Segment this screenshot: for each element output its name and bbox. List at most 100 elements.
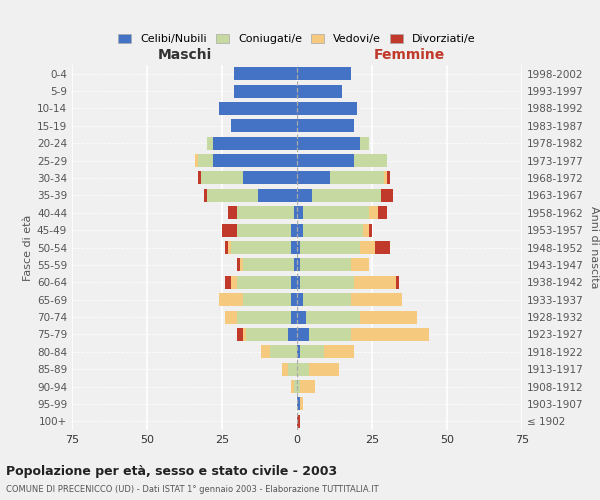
Bar xyxy=(375,241,390,254)
Bar xyxy=(243,258,294,272)
Bar xyxy=(294,206,297,220)
Bar xyxy=(207,189,258,202)
Bar xyxy=(237,276,291,289)
Bar xyxy=(294,258,297,272)
Bar xyxy=(387,172,390,184)
Bar xyxy=(363,224,369,236)
Bar xyxy=(231,241,291,254)
Bar xyxy=(288,362,297,376)
Bar xyxy=(351,258,369,272)
Bar xyxy=(297,120,354,132)
Bar xyxy=(354,154,387,167)
Bar xyxy=(291,380,294,393)
Bar xyxy=(294,380,297,393)
Bar xyxy=(306,310,360,324)
Bar xyxy=(198,154,213,167)
Bar xyxy=(330,172,384,184)
Bar xyxy=(204,189,207,202)
Bar xyxy=(369,206,378,220)
Bar xyxy=(297,276,300,289)
Bar xyxy=(243,172,297,184)
Bar xyxy=(297,136,360,149)
Bar xyxy=(225,241,228,254)
Bar xyxy=(243,328,246,341)
Bar xyxy=(258,189,297,202)
Bar xyxy=(297,328,309,341)
Bar xyxy=(234,84,297,98)
Bar xyxy=(291,241,297,254)
Bar xyxy=(303,206,369,220)
Bar xyxy=(300,380,315,393)
Bar xyxy=(297,398,300,410)
Bar xyxy=(300,346,324,358)
Bar xyxy=(297,362,309,376)
Bar xyxy=(225,310,237,324)
Bar xyxy=(300,276,354,289)
Bar xyxy=(291,293,297,306)
Bar xyxy=(231,276,237,289)
Bar xyxy=(354,276,396,289)
Bar xyxy=(297,415,300,428)
Bar xyxy=(219,102,297,115)
Text: Maschi: Maschi xyxy=(157,48,212,62)
Bar xyxy=(351,293,402,306)
Text: Popolazione per età, sesso e stato civile - 2003: Popolazione per età, sesso e stato civil… xyxy=(6,465,337,478)
Bar xyxy=(195,154,198,167)
Bar xyxy=(237,206,294,220)
Bar xyxy=(297,102,357,115)
Bar xyxy=(312,189,381,202)
Bar xyxy=(300,258,351,272)
Bar xyxy=(225,276,231,289)
Bar xyxy=(288,328,297,341)
Bar xyxy=(297,189,312,202)
Bar xyxy=(201,172,243,184)
Bar xyxy=(213,136,297,149)
Bar xyxy=(240,258,243,272)
Bar xyxy=(261,346,270,358)
Bar xyxy=(378,206,387,220)
Bar xyxy=(360,310,417,324)
Bar xyxy=(228,241,231,254)
Y-axis label: Anni di nascita: Anni di nascita xyxy=(589,206,599,289)
Bar xyxy=(297,84,342,98)
Bar xyxy=(369,224,372,236)
Bar xyxy=(291,224,297,236)
Bar xyxy=(282,362,288,376)
Bar xyxy=(396,276,399,289)
Bar xyxy=(300,241,360,254)
Bar xyxy=(246,328,288,341)
Bar xyxy=(219,293,243,306)
Bar xyxy=(198,172,201,184)
Bar xyxy=(381,189,393,202)
Bar xyxy=(228,206,237,220)
Bar xyxy=(243,293,291,306)
Bar xyxy=(213,154,297,167)
Bar xyxy=(237,328,243,341)
Bar xyxy=(234,67,297,80)
Bar xyxy=(300,398,303,410)
Bar xyxy=(297,224,303,236)
Bar xyxy=(237,310,291,324)
Bar xyxy=(297,310,306,324)
Bar xyxy=(231,120,297,132)
Bar xyxy=(222,224,237,236)
Y-axis label: Fasce di età: Fasce di età xyxy=(23,214,33,280)
Bar xyxy=(360,136,369,149)
Bar xyxy=(303,293,351,306)
Bar xyxy=(351,328,429,341)
Bar xyxy=(303,224,363,236)
Bar xyxy=(297,380,300,393)
Bar xyxy=(309,362,339,376)
Text: COMUNE DI PRECENICCO (UD) - Dati ISTAT 1° gennaio 2003 - Elaborazione TUTTITALIA: COMUNE DI PRECENICCO (UD) - Dati ISTAT 1… xyxy=(6,485,379,494)
Bar xyxy=(297,241,300,254)
Bar xyxy=(207,136,213,149)
Bar xyxy=(237,224,291,236)
Text: Femmine: Femmine xyxy=(374,48,445,62)
Legend: Celibi/Nubili, Coniugati/e, Vedovi/e, Divorziati/e: Celibi/Nubili, Coniugati/e, Vedovi/e, Di… xyxy=(118,34,476,44)
Bar xyxy=(297,206,303,220)
Bar xyxy=(297,172,330,184)
Bar xyxy=(297,293,303,306)
Bar xyxy=(270,346,297,358)
Bar xyxy=(291,276,297,289)
Bar xyxy=(297,346,300,358)
